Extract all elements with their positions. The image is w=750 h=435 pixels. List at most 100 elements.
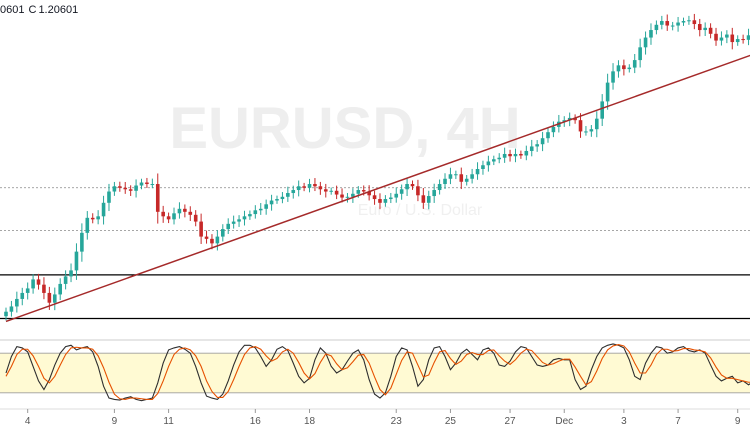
- candle-body: [578, 120, 583, 132]
- candle: [58, 278, 62, 301]
- candle-body: [692, 20, 697, 25]
- candle-body: [296, 186, 301, 191]
- candle-body: [112, 186, 117, 192]
- candle-body: [161, 211, 165, 217]
- candle-body: [600, 101, 604, 119]
- candle: [492, 155, 496, 166]
- candle-body: [25, 288, 30, 293]
- candle: [204, 230, 209, 244]
- candle-body: [226, 223, 231, 230]
- candle: [529, 139, 534, 157]
- candle: [286, 186, 290, 202]
- candle-body: [697, 24, 702, 31]
- candle-body: [454, 174, 458, 176]
- candle-body: [63, 276, 68, 284]
- candle: [253, 205, 258, 219]
- candle: [594, 111, 599, 138]
- candle: [199, 213, 203, 244]
- candles: [4, 13, 750, 321]
- candle: [643, 31, 648, 55]
- candle: [9, 300, 14, 317]
- candle-body: [735, 39, 740, 43]
- x-tick-label: 9: [112, 416, 118, 427]
- candle-body: [725, 34, 729, 38]
- candle-body: [405, 184, 409, 190]
- candle-body: [551, 126, 556, 133]
- candle: [714, 27, 718, 46]
- candle: [535, 140, 539, 152]
- candle: [540, 131, 545, 152]
- candle-body: [90, 217, 95, 220]
- candle-body: [139, 182, 144, 186]
- candle-body: [237, 219, 241, 222]
- candle: [459, 167, 464, 190]
- candle: [90, 213, 95, 224]
- candle: [74, 243, 79, 280]
- candle: [177, 202, 182, 219]
- stoch-k-line: [5, 343, 750, 402]
- candle-body: [497, 157, 502, 160]
- candle: [708, 23, 713, 39]
- candle: [183, 204, 187, 218]
- candle-body: [492, 159, 496, 162]
- candle-body: [746, 35, 750, 40]
- candle: [166, 212, 171, 224]
- candle: [627, 64, 632, 73]
- candle: [193, 210, 198, 227]
- candle-body: [351, 193, 355, 197]
- candle: [383, 195, 388, 207]
- candle: [80, 223, 84, 262]
- candle: [20, 287, 25, 306]
- candle: [405, 177, 409, 197]
- candle: [112, 181, 117, 196]
- candle: [334, 185, 339, 200]
- ohlc-header: 0601 C 1.20601: [0, 4, 82, 16]
- candle: [210, 234, 214, 250]
- x-tick-label: Dec: [555, 416, 573, 427]
- candle-body: [128, 189, 133, 191]
- candle-body: [9, 306, 14, 312]
- candle: [622, 59, 626, 76]
- candle-body: [481, 165, 485, 169]
- candle: [150, 178, 155, 189]
- candle-body: [529, 146, 534, 151]
- candle-body: [248, 214, 252, 217]
- candle: [681, 17, 686, 26]
- candle: [649, 23, 653, 45]
- candle-body: [394, 193, 399, 198]
- candle-body: [741, 39, 745, 41]
- candle-body: [540, 138, 545, 145]
- candle: [741, 34, 745, 44]
- candle-body: [329, 190, 333, 192]
- stochastic-panel: [0, 339, 750, 402]
- candle: [96, 210, 100, 225]
- candle: [345, 192, 350, 203]
- candle: [443, 173, 447, 189]
- candle: [128, 185, 133, 196]
- candle-body: [253, 210, 258, 215]
- candle-body: [410, 184, 415, 187]
- candle: [725, 30, 729, 44]
- candle: [730, 27, 735, 50]
- open-value-fragment: 0601: [0, 4, 25, 16]
- candle: [654, 20, 659, 35]
- candle-body: [383, 199, 388, 203]
- candle: [454, 170, 458, 180]
- candle-body: [562, 120, 567, 122]
- candle: [600, 94, 604, 126]
- x-tick-label: 23: [391, 416, 403, 427]
- x-tick-label: 7: [675, 416, 681, 427]
- candle: [735, 35, 740, 46]
- trendline-layer[interactable]: [5, 54, 750, 323]
- candle: [237, 215, 241, 227]
- candle-body: [389, 197, 393, 200]
- candle-body: [437, 184, 442, 191]
- candle-body: [622, 65, 626, 70]
- candle: [123, 181, 128, 194]
- candle: [497, 153, 502, 164]
- candle-body: [567, 117, 572, 121]
- candle: [513, 148, 518, 163]
- candle-body: [605, 82, 610, 102]
